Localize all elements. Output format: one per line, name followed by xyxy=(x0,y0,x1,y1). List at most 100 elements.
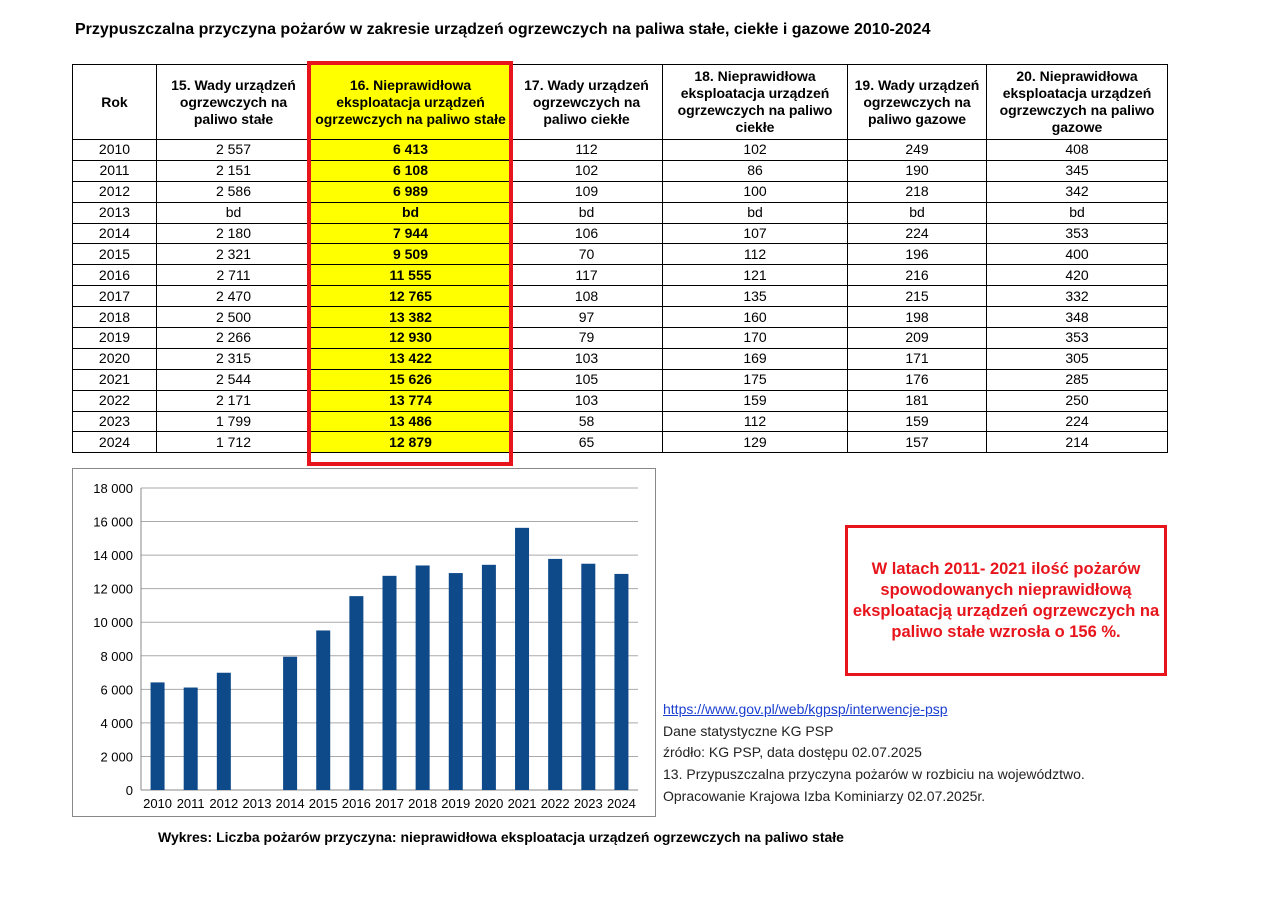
column-header: 17. Wady urządzeń ogrzewczych na paliwo … xyxy=(510,64,663,140)
table-row: 2011 2 151 6 108 102 86 190 345 xyxy=(72,159,1168,182)
table-row: 2024 1 712 12 879 65 129 157 214 xyxy=(72,431,1168,454)
data-table: Rok 15. Wady urządzeń ogrzewczych na pali… xyxy=(72,64,1168,454)
x-tick-label: 2010 xyxy=(143,796,172,811)
value-cell: 196 xyxy=(847,243,987,266)
value-cell: 2 171 xyxy=(156,389,311,412)
value-cell: 353 xyxy=(986,222,1168,245)
x-tick-label: 2013 xyxy=(243,796,272,811)
value-cell: 160 xyxy=(662,306,848,329)
year-cell: 2022 xyxy=(72,389,157,412)
column-header: 16. Nieprawidłowa eksploatacja urządzeń … xyxy=(310,64,511,140)
value-cell: 129 xyxy=(662,431,848,454)
value-cell: bd xyxy=(510,201,663,224)
bar xyxy=(481,564,496,790)
page-title: Przypuszczalna przyczyna pożarów w zakre… xyxy=(75,21,931,38)
year-cell: 2021 xyxy=(72,368,157,391)
x-tick-label: 2022 xyxy=(541,796,570,811)
value-cell: 117 xyxy=(510,264,663,287)
value-cell: 11 555 xyxy=(310,264,511,287)
x-tick-label: 2014 xyxy=(276,796,305,811)
year-cell: 2011 xyxy=(72,159,157,182)
y-tick-label: 10 000 xyxy=(93,615,133,630)
value-cell: 97 xyxy=(510,306,663,329)
value-cell: 190 xyxy=(847,159,987,182)
y-tick-label: 6 000 xyxy=(100,682,133,697)
value-cell: bd xyxy=(662,201,848,224)
value-cell: 112 xyxy=(662,410,848,433)
value-cell: 215 xyxy=(847,285,987,308)
value-cell: 218 xyxy=(847,180,987,203)
value-cell: 285 xyxy=(986,368,1168,391)
value-cell: 400 xyxy=(986,243,1168,266)
year-cell: 2010 xyxy=(72,139,157,161)
table-row: 2018 2 500 13 382 97 160 198 348 xyxy=(72,306,1168,329)
x-tick-label: 2016 xyxy=(342,796,371,811)
value-cell: 2 151 xyxy=(156,159,311,182)
table-row: 2016 2 711 11 555 117 121 216 420 xyxy=(72,264,1168,287)
value-cell: 224 xyxy=(986,410,1168,433)
bar xyxy=(448,573,463,790)
bar xyxy=(349,596,364,790)
value-cell: 103 xyxy=(510,347,663,370)
value-cell: 181 xyxy=(847,389,987,412)
bar xyxy=(316,630,331,790)
value-cell: 2 544 xyxy=(156,368,311,391)
x-tick-label: 2018 xyxy=(408,796,437,811)
value-cell: 108 xyxy=(510,285,663,308)
value-cell: bd xyxy=(310,201,511,224)
value-cell: 13 382 xyxy=(310,306,511,329)
value-cell: 106 xyxy=(510,222,663,245)
value-cell: 109 xyxy=(510,180,663,203)
x-tick-label: 2012 xyxy=(209,796,238,811)
x-tick-label: 2011 xyxy=(177,796,205,811)
year-cell: 2017 xyxy=(72,285,157,308)
y-tick-label: 8 000 xyxy=(100,649,133,664)
x-tick-label: 2017 xyxy=(375,796,404,811)
value-cell: 79 xyxy=(510,327,663,349)
value-cell: 216 xyxy=(847,264,987,287)
table-row: 2014 2 180 7 944 106 107 224 353 xyxy=(72,222,1168,245)
table-row: 2023 1 799 13 486 58 112 159 224 xyxy=(72,410,1168,433)
value-cell: 169 xyxy=(662,347,848,370)
year-cell: 2019 xyxy=(72,327,157,349)
sources: https://www.gov.pl/web/kgpsp/interwencje… xyxy=(663,699,1085,808)
value-cell: 12 879 xyxy=(310,431,511,454)
column-header: 15. Wady urządzeń ogrzewczych na paliwo … xyxy=(156,64,311,140)
bar xyxy=(283,656,298,790)
table-row: 2022 2 171 13 774 103 159 181 250 xyxy=(72,389,1168,412)
x-tick-label: 2021 xyxy=(508,796,537,811)
value-cell: bd xyxy=(986,201,1168,224)
value-cell: 250 xyxy=(986,389,1168,412)
y-tick-label: 14 000 xyxy=(93,548,133,563)
value-cell: 2 470 xyxy=(156,285,311,308)
summary-note-text: W latach 2011- 2021 ilość pożarów spowod… xyxy=(852,559,1160,641)
y-tick-label: 0 xyxy=(126,783,133,798)
value-cell: 70 xyxy=(510,243,663,266)
table-row: 2010 2 557 6 413 112 102 249 408 xyxy=(72,139,1168,161)
value-cell: 58 xyxy=(510,410,663,433)
value-cell: 2 266 xyxy=(156,327,311,349)
value-cell: 65 xyxy=(510,431,663,454)
value-cell: bd xyxy=(847,201,987,224)
value-cell: 159 xyxy=(662,389,848,412)
value-cell: 13 774 xyxy=(310,389,511,412)
value-cell: 103 xyxy=(510,389,663,412)
year-cell: 2014 xyxy=(72,222,157,245)
value-cell: 2 586 xyxy=(156,180,311,203)
value-cell: 121 xyxy=(662,264,848,287)
x-tick-label: 2023 xyxy=(574,796,603,811)
bar xyxy=(548,558,563,790)
value-cell: 135 xyxy=(662,285,848,308)
source-link[interactable]: https://www.gov.pl/web/kgpsp/interwencje… xyxy=(663,701,948,717)
value-cell: 15 626 xyxy=(310,368,511,391)
value-cell: 12 930 xyxy=(310,327,511,349)
value-cell: 13 486 xyxy=(310,410,511,433)
value-cell: 112 xyxy=(662,243,848,266)
y-tick-label: 16 000 xyxy=(93,515,133,530)
value-cell: 6 413 xyxy=(310,139,511,161)
column-header: 19. Wady urządzeń ogrzewczych na paliwo … xyxy=(847,64,987,140)
y-tick-label: 4 000 xyxy=(100,716,133,731)
value-cell: 224 xyxy=(847,222,987,245)
bar xyxy=(581,563,596,790)
value-cell: 345 xyxy=(986,159,1168,182)
